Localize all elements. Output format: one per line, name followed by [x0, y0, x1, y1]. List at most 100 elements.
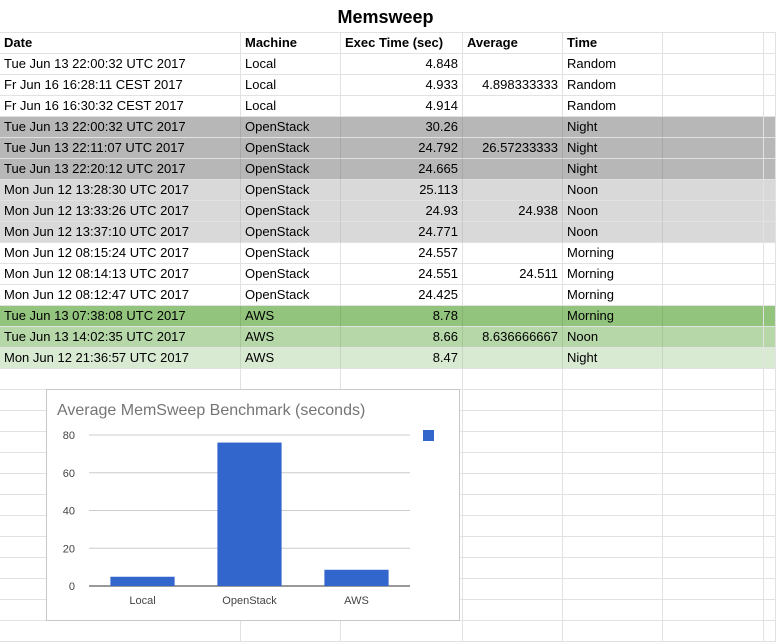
empty-cell[interactable] [663, 285, 764, 306]
cell-time[interactable]: Morning [563, 264, 663, 285]
cell-date[interactable]: Tue Jun 13 22:00:32 UTC 2017 [0, 117, 241, 138]
cell-exec[interactable]: 24.425 [341, 285, 463, 306]
empty-cell[interactable] [764, 285, 776, 306]
empty-cell[interactable] [663, 432, 764, 453]
cell-machine[interactable]: OpenStack [241, 117, 341, 138]
cell-exec[interactable]: 4.933 [341, 75, 463, 96]
empty-cell[interactable] [463, 411, 563, 432]
cell-exec[interactable]: 24.551 [341, 264, 463, 285]
empty-cell[interactable] [341, 369, 463, 390]
cell-date[interactable]: Mon Jun 12 21:36:57 UTC 2017 [0, 348, 241, 369]
empty-cell[interactable] [663, 495, 764, 516]
empty-cell[interactable] [764, 558, 776, 579]
cell-machine[interactable]: Local [241, 96, 341, 117]
cell-date[interactable]: Fr Jun 16 16:28:11 CEST 2017 [0, 75, 241, 96]
empty-cell[interactable] [663, 201, 764, 222]
cell-machine[interactable]: OpenStack [241, 201, 341, 222]
cell-time[interactable]: Morning [563, 243, 663, 264]
empty-cell[interactable] [663, 600, 764, 621]
empty-cell[interactable] [463, 369, 563, 390]
empty-cell[interactable] [463, 495, 563, 516]
empty-cell[interactable] [563, 495, 663, 516]
cell-avg[interactable] [463, 348, 563, 369]
cell-exec[interactable]: 25.113 [341, 180, 463, 201]
cell-date[interactable]: Mon Jun 12 13:33:26 UTC 2017 [0, 201, 241, 222]
cell-avg[interactable]: 4.898333333 [463, 75, 563, 96]
empty-cell[interactable] [463, 453, 563, 474]
cell-machine[interactable]: OpenStack [241, 222, 341, 243]
cell-date[interactable]: Mon Jun 12 08:12:47 UTC 2017 [0, 285, 241, 306]
cell-time[interactable]: Night [563, 159, 663, 180]
cell-avg[interactable] [463, 54, 563, 75]
cell-time[interactable]: Night [563, 138, 663, 159]
cell-machine[interactable]: OpenStack [241, 180, 341, 201]
empty-cell[interactable] [764, 96, 776, 117]
cell-time[interactable]: Morning [563, 285, 663, 306]
empty-cell[interactable] [663, 264, 764, 285]
empty-cell[interactable] [563, 432, 663, 453]
cell-avg[interactable] [463, 159, 563, 180]
empty-cell[interactable] [764, 264, 776, 285]
cell-time[interactable]: Noon [563, 222, 663, 243]
empty-cell[interactable] [764, 600, 776, 621]
cell-avg[interactable]: 24.511 [463, 264, 563, 285]
cell-time[interactable]: Morning [563, 306, 663, 327]
empty-cell[interactable] [341, 621, 463, 642]
empty-cell[interactable] [563, 369, 663, 390]
empty-cell[interactable] [663, 411, 764, 432]
empty-cell[interactable] [663, 54, 764, 75]
empty-cell[interactable] [563, 390, 663, 411]
cell-exec[interactable]: 30.26 [341, 117, 463, 138]
empty-cell[interactable] [764, 474, 776, 495]
cell-date[interactable]: Mon Jun 12 08:14:13 UTC 2017 [0, 264, 241, 285]
empty-cell[interactable] [663, 348, 764, 369]
empty-cell[interactable] [663, 390, 764, 411]
empty-cell[interactable] [764, 579, 776, 600]
empty-cell[interactable] [764, 222, 776, 243]
cell-time[interactable]: Noon [563, 180, 663, 201]
bar-local[interactable] [110, 576, 175, 586]
header-cell[interactable]: Average [463, 33, 563, 54]
cell-exec[interactable]: 24.665 [341, 159, 463, 180]
cell-date[interactable]: Tue Jun 13 22:00:32 UTC 2017 [0, 54, 241, 75]
cell-time[interactable]: Random [563, 96, 663, 117]
empty-cell[interactable] [563, 453, 663, 474]
empty-cell[interactable] [563, 474, 663, 495]
cell-machine[interactable]: AWS [241, 306, 341, 327]
empty-cell[interactable] [764, 117, 776, 138]
empty-cell[interactable] [663, 138, 764, 159]
cell-machine[interactable]: AWS [241, 348, 341, 369]
cell-avg[interactable] [463, 117, 563, 138]
empty-cell[interactable] [663, 453, 764, 474]
empty-cell[interactable] [563, 411, 663, 432]
header-cell[interactable] [764, 33, 776, 54]
header-cell[interactable]: Date [0, 33, 241, 54]
cell-exec[interactable]: 8.66 [341, 327, 463, 348]
empty-cell[interactable] [563, 600, 663, 621]
empty-cell[interactable] [764, 243, 776, 264]
empty-cell[interactable] [663, 516, 764, 537]
empty-cell[interactable] [764, 390, 776, 411]
empty-cell[interactable] [463, 432, 563, 453]
empty-cell[interactable] [663, 369, 764, 390]
empty-cell[interactable] [663, 306, 764, 327]
empty-cell[interactable] [663, 558, 764, 579]
empty-cell[interactable] [563, 558, 663, 579]
empty-cell[interactable] [563, 537, 663, 558]
empty-cell[interactable] [764, 327, 776, 348]
header-cell[interactable]: Machine [241, 33, 341, 54]
cell-time[interactable]: Random [563, 54, 663, 75]
cell-time[interactable]: Noon [563, 201, 663, 222]
bar-openstack[interactable] [217, 442, 282, 586]
empty-cell[interactable] [463, 516, 563, 537]
empty-cell[interactable] [0, 621, 241, 642]
cell-exec[interactable]: 4.848 [341, 54, 463, 75]
empty-cell[interactable] [764, 411, 776, 432]
cell-avg[interactable]: 24.938 [463, 201, 563, 222]
cell-date[interactable]: Fr Jun 16 16:30:32 CEST 2017 [0, 96, 241, 117]
empty-cell[interactable] [463, 621, 563, 642]
empty-cell[interactable] [764, 621, 776, 642]
empty-cell[interactable] [663, 159, 764, 180]
empty-cell[interactable] [663, 117, 764, 138]
empty-cell[interactable] [563, 579, 663, 600]
